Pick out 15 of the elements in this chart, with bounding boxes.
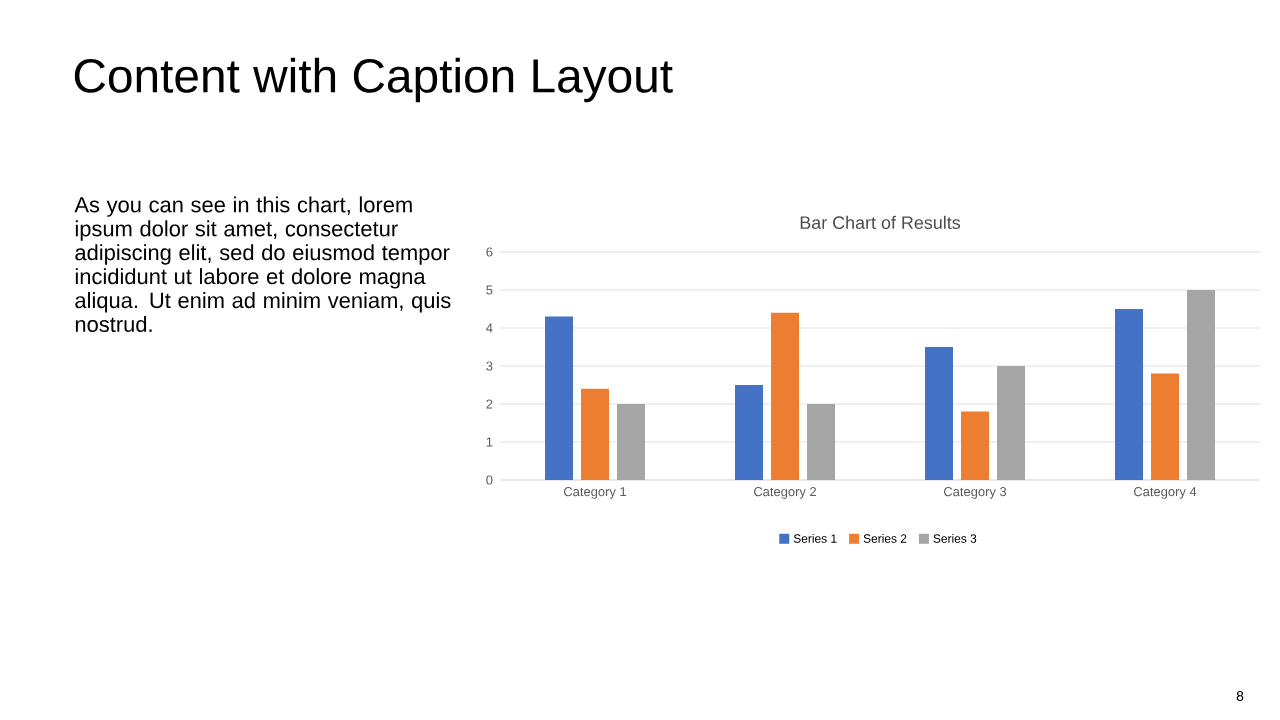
text: As you can see in this chart, lorem ipsum dolor sit amet, consectetur adipiscing elit, sed do eiusmod tempor incididunt ut labore et dolore magna aliqua. Ut enim ad minim veniam, quis nostrud. (74, 196, 451, 333)
text: Content with Caption Layout (74, 57, 673, 103)
bar (581, 388, 610, 480)
bar (1187, 290, 1216, 480)
bar (545, 316, 574, 480)
chart-title: Bar Chart of Results (800, 215, 961, 230)
bar (925, 347, 954, 480)
bar (1151, 373, 1180, 480)
bar (617, 404, 646, 480)
bar (735, 385, 764, 480)
bar (961, 411, 990, 480)
bar (807, 404, 836, 480)
bar (771, 312, 800, 480)
bar (1115, 309, 1144, 480)
bar (997, 366, 1026, 480)
